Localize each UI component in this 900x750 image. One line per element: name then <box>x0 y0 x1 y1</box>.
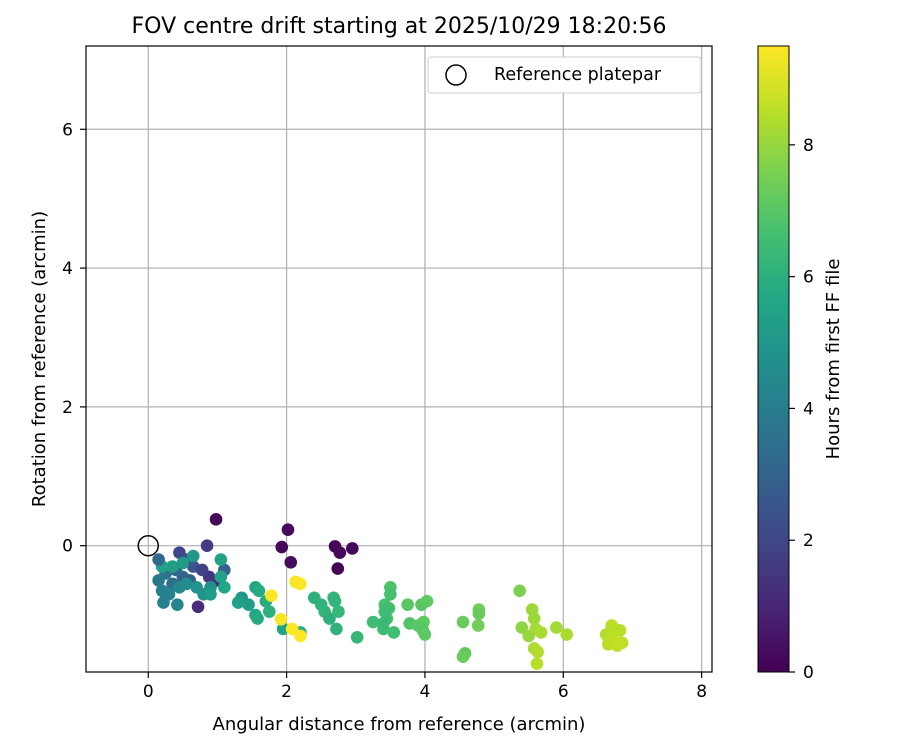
data-point <box>330 622 343 636</box>
data-point <box>251 612 264 625</box>
x-tick-label: 0 <box>143 682 154 702</box>
data-point <box>152 553 165 566</box>
x-tick-label: 4 <box>420 682 431 702</box>
data-point <box>294 577 307 591</box>
data-point <box>152 574 165 587</box>
x-tick-label: 6 <box>558 682 569 702</box>
data-point <box>327 591 340 605</box>
data-point <box>214 553 228 566</box>
data-point <box>276 622 290 636</box>
data-point <box>285 622 299 636</box>
data-point <box>456 615 470 629</box>
data-point <box>281 523 295 537</box>
data-point <box>186 549 200 563</box>
data-point <box>456 650 470 664</box>
data-point <box>534 626 548 639</box>
data-point <box>472 607 486 621</box>
x-tick-label: 2 <box>281 682 292 702</box>
data-point <box>214 570 228 584</box>
data-point <box>331 562 345 575</box>
data-point <box>613 624 627 637</box>
legend-marker-icon <box>445 64 467 86</box>
data-point <box>274 612 288 626</box>
data-point <box>200 539 214 552</box>
x-axis-ticks: 0 2 4 6 8 <box>143 672 707 702</box>
data-point <box>471 619 485 632</box>
data-point <box>377 617 390 630</box>
data-point <box>515 621 529 634</box>
y-tick-label: 0 <box>62 537 73 557</box>
data-point <box>179 577 193 591</box>
colorbar-label: Hours from first FF file <box>823 259 844 460</box>
data-point <box>195 563 209 577</box>
colorbar-tick-label: 4 <box>803 399 814 419</box>
colorbar-tick-label: 6 <box>803 268 814 288</box>
x-axis-label: Angular distance from reference (arcmin) <box>213 714 586 735</box>
x-tick-label: 8 <box>696 682 707 702</box>
reference-platepar-marker <box>137 534 160 557</box>
colorbar-tick-label: 0 <box>803 663 814 683</box>
data-point <box>323 612 336 625</box>
data-point <box>204 587 217 601</box>
legend-label: Reference platepar <box>494 65 662 85</box>
plot-area-frame <box>85 45 713 673</box>
colorbar-ticks: 0 2 4 6 8 <box>789 136 814 683</box>
data-point <box>284 556 298 569</box>
data-point <box>209 513 223 526</box>
colorbar-gradient <box>757 45 790 673</box>
data-point <box>610 639 624 652</box>
data-point <box>157 596 170 609</box>
data-point <box>401 598 414 611</box>
chart-title: FOV centre drift starting at 2025/10/29 … <box>132 14 667 39</box>
data-point <box>411 619 425 632</box>
data-point <box>332 605 345 618</box>
data-point <box>231 596 245 609</box>
y-tick-label: 2 <box>62 398 73 418</box>
data-point <box>527 612 541 625</box>
y-tick-label: 4 <box>62 259 73 279</box>
legend: Reference platepar <box>427 56 702 94</box>
data-point <box>275 540 289 554</box>
data-point <box>191 600 205 614</box>
data-point <box>166 560 179 573</box>
data-point <box>384 587 397 601</box>
data-point <box>242 598 255 611</box>
data-point <box>531 645 544 659</box>
data-point <box>263 605 276 618</box>
data-point <box>346 542 359 555</box>
data-point <box>265 589 278 602</box>
grid-lines <box>86 46 712 672</box>
colorbar-tick-label: 8 <box>803 136 814 156</box>
colorbar: 0 2 4 6 8 Hours from first FF file <box>757 45 844 683</box>
legend-box <box>427 56 702 94</box>
colorbar-tick-label: 2 <box>803 531 814 551</box>
y-tick-label: 6 <box>62 120 73 140</box>
data-points <box>152 513 629 670</box>
data-point <box>294 629 307 643</box>
data-point <box>418 628 432 641</box>
data-point <box>218 581 231 594</box>
reference-marker-group <box>137 534 160 557</box>
data-point <box>387 626 401 639</box>
y-axis-label: Rotation from reference (arcmin) <box>29 211 50 507</box>
y-axis-ticks: 0 2 4 6 <box>62 120 86 557</box>
data-point <box>550 621 563 634</box>
data-point <box>560 628 574 641</box>
data-point <box>366 615 380 629</box>
data-point <box>252 584 266 598</box>
data-point <box>530 657 544 670</box>
data-point <box>176 556 190 570</box>
data-point <box>378 605 392 618</box>
data-point <box>350 630 364 644</box>
data-point <box>333 546 347 559</box>
data-point <box>513 584 527 598</box>
data-point <box>420 594 434 608</box>
data-point <box>171 598 184 611</box>
